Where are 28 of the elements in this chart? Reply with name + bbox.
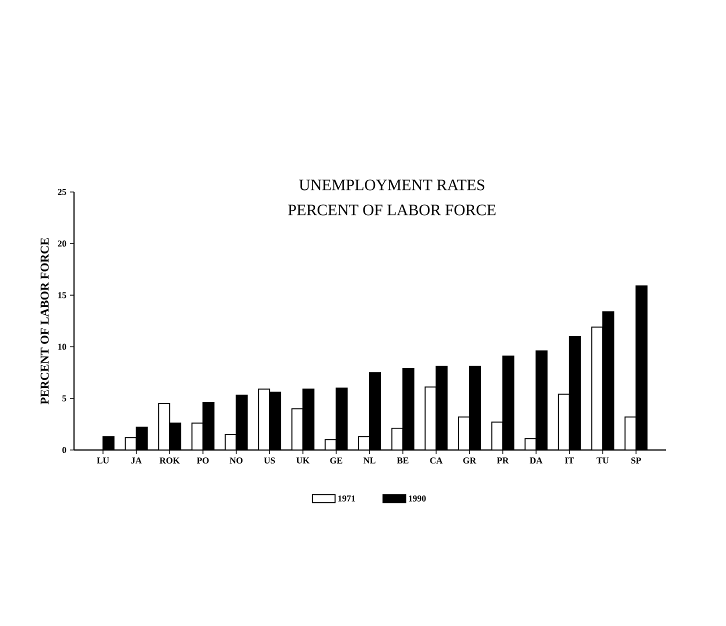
x-tick-label: ROK — [160, 458, 180, 464]
x-tick-label: US — [264, 458, 275, 464]
x-tick-label: BE — [397, 458, 408, 464]
text: PERCENT OF LABOR FORCE — [288, 204, 496, 216]
x-tick-label: TU — [596, 458, 609, 464]
x-tick-label: JA — [131, 458, 142, 464]
y-tick-label: 10 — [58, 344, 66, 350]
x-tick-label: PO — [196, 458, 209, 464]
chart-title: UNEMPLOYMENT RATES — [299, 180, 484, 190]
y-tick-label: 5 — [62, 395, 66, 402]
x-tick-label: DA — [530, 458, 542, 464]
y-tick-label: 0 — [62, 446, 66, 454]
x-tick-label: UK — [296, 458, 310, 464]
x-tick-label: CA — [430, 458, 443, 464]
x-tick-label: GR — [463, 458, 476, 464]
y-tick-label: 15 — [58, 292, 66, 298]
y-axis-title: PERCENT OF LABOR FORCE — [40, 238, 49, 404]
x-tick-label: LU — [96, 458, 110, 464]
x-tick-label: GE — [330, 458, 342, 464]
legend-label: 1971 — [338, 495, 356, 502]
y-tick-label: 20 — [58, 240, 66, 247]
y-tick-label: 25 — [58, 188, 66, 196]
x-tick-label: SP — [631, 458, 642, 464]
x-tick-label: NO — [230, 458, 243, 464]
x-tick-label: NL — [363, 458, 376, 464]
legend-label: 1990 — [408, 495, 426, 502]
x-tick-label: PR — [496, 458, 509, 464]
x-tick-label: IT — [564, 458, 574, 464]
